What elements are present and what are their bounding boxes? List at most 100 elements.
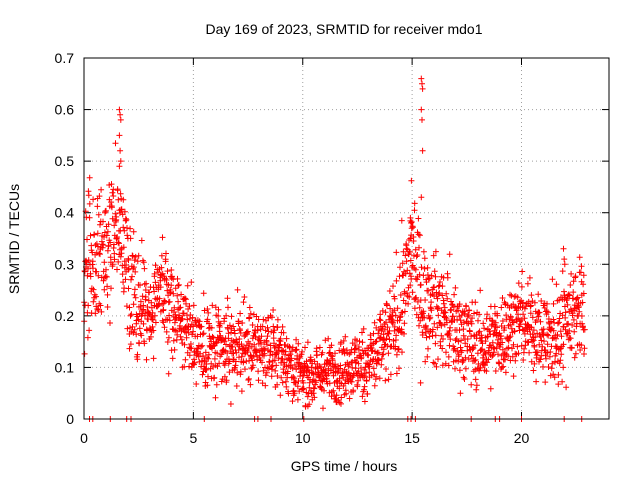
data-point — [332, 395, 339, 402]
data-point — [541, 338, 547, 345]
data-point — [391, 307, 398, 314]
data-point — [521, 315, 528, 322]
data-point — [138, 237, 145, 244]
data-point — [527, 302, 534, 309]
data-point — [382, 309, 389, 316]
data-point — [533, 352, 540, 359]
data-point — [570, 278, 577, 285]
data-point — [563, 297, 570, 304]
data-point — [103, 207, 109, 214]
data-point — [270, 307, 277, 313]
data-point — [359, 339, 366, 346]
data-point — [125, 266, 132, 273]
data-point — [223, 377, 230, 384]
data-point — [188, 345, 195, 352]
data-point — [234, 286, 241, 293]
data-point — [505, 344, 512, 351]
data-point — [384, 324, 391, 331]
data-point — [170, 290, 177, 297]
data-point — [186, 352, 193, 359]
data-point — [304, 393, 311, 400]
data-point — [258, 341, 264, 347]
data-point — [330, 387, 337, 394]
data-point — [321, 387, 327, 394]
x-tick-label: 20 — [514, 430, 530, 446]
data-point — [371, 319, 378, 326]
data-point — [338, 400, 344, 407]
data-point — [217, 320, 224, 327]
data-point — [490, 344, 497, 351]
data-point — [361, 383, 368, 390]
data-point — [108, 199, 115, 206]
data-point — [416, 244, 422, 251]
data-point — [557, 328, 564, 335]
data-point — [268, 363, 275, 370]
data-point — [117, 158, 124, 165]
data-point — [576, 308, 583, 315]
data-point — [408, 219, 415, 225]
data-point — [455, 307, 461, 314]
data-point — [130, 264, 137, 271]
data-point — [557, 357, 564, 364]
data-point — [457, 344, 464, 351]
data-point — [363, 378, 370, 384]
data-point — [291, 375, 298, 382]
data-point — [461, 308, 468, 315]
data-point — [432, 340, 439, 347]
data-point — [84, 236, 90, 243]
data-point — [245, 377, 252, 383]
data-point — [221, 338, 228, 345]
data-point — [507, 314, 514, 321]
data-point — [221, 373, 228, 380]
data-point — [273, 350, 280, 357]
data-point — [116, 210, 123, 216]
data-point — [166, 312, 173, 319]
data-point — [441, 304, 448, 311]
data-point — [409, 224, 416, 231]
data-point — [203, 366, 210, 373]
data-point — [420, 308, 427, 315]
data-point — [259, 359, 265, 366]
data-point — [515, 280, 522, 287]
data-point — [550, 316, 557, 323]
data-point — [185, 329, 192, 336]
data-point — [388, 315, 395, 322]
data-point — [108, 181, 115, 188]
data-point — [471, 357, 478, 364]
data-point — [316, 344, 323, 351]
data-point — [150, 327, 157, 334]
data-point — [456, 327, 463, 334]
data-point — [250, 352, 257, 359]
data-point — [473, 382, 480, 389]
data-point — [430, 252, 437, 259]
data-point — [200, 353, 206, 359]
data-point — [121, 227, 128, 234]
data-point — [229, 343, 236, 350]
data-point — [166, 298, 173, 305]
data-point — [492, 368, 499, 374]
data-point — [186, 363, 193, 370]
data-point — [84, 272, 91, 279]
data-point — [564, 295, 571, 302]
y-tick-label: 0.5 — [55, 153, 75, 169]
data-point — [426, 333, 433, 340]
data-point — [460, 319, 467, 326]
data-point — [202, 349, 209, 356]
data-point — [561, 256, 568, 263]
data-point — [553, 350, 560, 357]
data-point — [485, 356, 492, 363]
data-point — [152, 279, 159, 286]
data-point — [124, 325, 131, 332]
data-point — [249, 322, 256, 328]
data-point — [109, 261, 116, 268]
data-point — [364, 390, 371, 397]
data-point — [238, 388, 245, 395]
data-point — [424, 353, 431, 360]
data-point — [383, 319, 389, 326]
data-point — [445, 362, 452, 369]
data-point — [342, 380, 348, 387]
data-point — [164, 268, 171, 275]
data-point — [121, 208, 128, 215]
data-point — [336, 385, 343, 392]
data-point — [288, 348, 295, 355]
